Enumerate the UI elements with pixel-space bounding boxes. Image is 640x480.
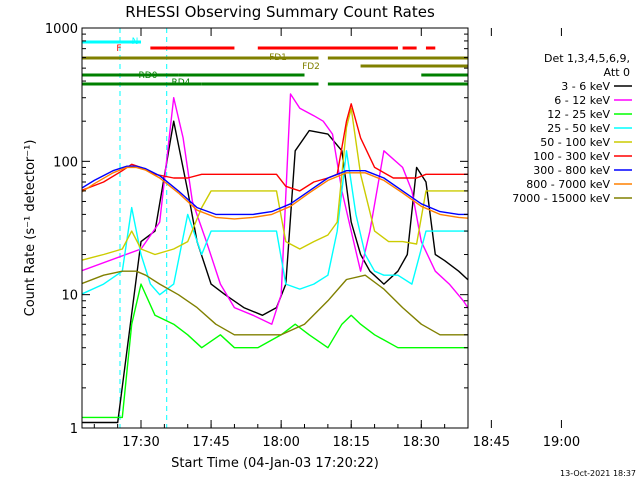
plot-frame xyxy=(81,27,469,429)
x-tick-label: 19:00 xyxy=(543,435,580,450)
y-tick-label: 100 xyxy=(53,155,78,170)
x-tick-label: 17:45 xyxy=(192,435,229,450)
series-line xyxy=(82,93,468,325)
legend-header-1: Det 1,3,4,5,6,9, xyxy=(544,52,630,65)
state-bar-label: N xyxy=(132,37,139,47)
series-line xyxy=(82,283,468,419)
chart-title: RHESSI Observing Summary Count Rates xyxy=(125,3,435,21)
legend-label: 12 - 25 keV xyxy=(547,108,610,121)
x-tick-label: 18:45 xyxy=(473,435,510,450)
state-bar-label: FD2 xyxy=(302,62,320,72)
legend-header-2: Att 0 xyxy=(604,66,630,79)
y-tick-label: 1000 xyxy=(45,22,78,37)
x-axis-label: Start Time (04-Jan-03 17:20:22) xyxy=(171,456,379,471)
series-line xyxy=(82,107,468,261)
series-line xyxy=(82,270,468,336)
y-tick-label: 10 xyxy=(61,289,78,304)
series-line xyxy=(82,166,468,220)
plot-content xyxy=(82,28,468,428)
x-tick-label: 17:30 xyxy=(122,435,159,450)
x-tick-label: 18:00 xyxy=(262,435,299,450)
state-bar-label: FD1 xyxy=(269,53,287,63)
plot-area: N F FD1 FD2 RD0 RD4 xyxy=(82,28,468,428)
x-axis: 17:30 17:45 18:00 18:15 18:30 18:45 19:00 xyxy=(93,28,580,450)
series-line xyxy=(82,120,468,424)
legend-label: 50 - 100 keV xyxy=(540,136,610,149)
legend-label: 800 - 7000 keV xyxy=(526,178,610,191)
series-line xyxy=(82,165,468,216)
state-bar-label: F xyxy=(116,44,121,54)
legend-label: 25 - 50 keV xyxy=(547,122,610,135)
legend-label: 3 - 6 keV xyxy=(561,80,610,93)
state-bar-label: RD4 xyxy=(172,78,191,88)
x-tick-label: 18:15 xyxy=(332,435,369,450)
y-axis-label: Count Rate (s⁻¹ detector⁻¹) xyxy=(23,140,38,317)
footer-timestamp: 13-Oct-2021 18:37 xyxy=(560,469,636,478)
legend-label: 7000 - 15000 keV xyxy=(512,192,610,205)
legend-label: 6 - 12 keV xyxy=(554,94,610,107)
y-axis: 1 10 100 1000 xyxy=(45,22,468,437)
x-tick-label: 18:30 xyxy=(403,435,440,450)
legend-label: 100 - 300 keV xyxy=(533,150,610,163)
series-line xyxy=(82,103,468,192)
y-tick-label: 1 xyxy=(70,422,78,437)
series-line xyxy=(82,150,468,296)
legend-label: 300 - 800 keV xyxy=(533,164,610,177)
state-bar-label: RD0 xyxy=(139,71,158,81)
